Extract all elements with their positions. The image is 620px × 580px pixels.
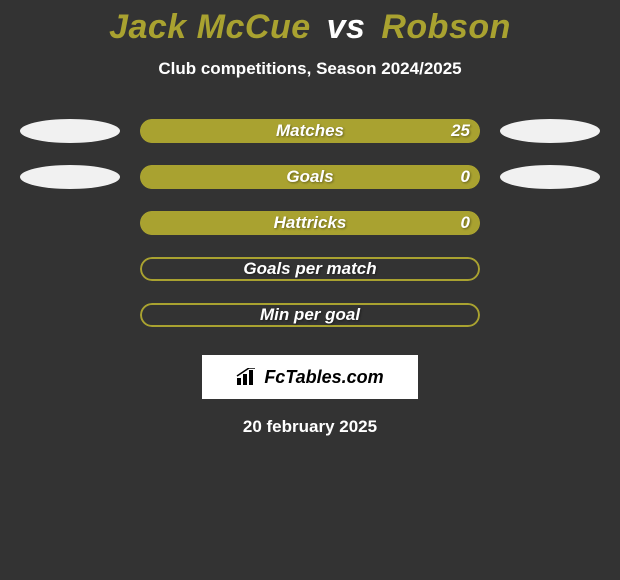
- stat-row: Min per goal: [0, 303, 620, 327]
- stat-bar: Goals0: [140, 165, 480, 189]
- stat-label: Goals per match: [140, 259, 480, 279]
- subtitle: Club competitions, Season 2024/2025: [0, 59, 620, 79]
- stat-row: Matches25: [0, 119, 620, 143]
- logo: FcTables.com: [236, 367, 383, 388]
- page-title: Jack McCue vs Robson: [0, 0, 620, 47]
- stat-label: Hattricks: [140, 213, 480, 233]
- title-player2: Robson: [381, 8, 511, 46]
- bar-chart-icon: [236, 368, 258, 386]
- right-value-ellipse: [500, 165, 600, 189]
- stat-value-right: 25: [451, 121, 470, 141]
- stat-value-right: 0: [461, 213, 470, 233]
- stat-row: Goals0: [0, 165, 620, 189]
- stats-rows: Matches25Goals0Hattricks0Goals per match…: [0, 119, 620, 327]
- stat-label: Goals: [140, 167, 480, 187]
- stat-label: Min per goal: [140, 305, 480, 325]
- stat-bar: Matches25: [140, 119, 480, 143]
- stat-bar: Hattricks0: [140, 211, 480, 235]
- stat-label: Matches: [140, 121, 480, 141]
- stat-bar: Min per goal: [140, 303, 480, 327]
- stat-value-right: 0: [461, 167, 470, 187]
- left-value-ellipse: [20, 119, 120, 143]
- stats-infographic: Jack McCue vs Robson Club competitions, …: [0, 0, 620, 580]
- right-value-ellipse: [500, 119, 600, 143]
- stat-row: Goals per match: [0, 257, 620, 281]
- title-vs: vs: [327, 8, 366, 46]
- stat-bar: Goals per match: [140, 257, 480, 281]
- logo-box: FcTables.com: [202, 355, 418, 399]
- stat-row: Hattricks0: [0, 211, 620, 235]
- date-text: 20 february 2025: [0, 417, 620, 437]
- left-value-ellipse: [20, 165, 120, 189]
- logo-text: FcTables.com: [264, 367, 383, 388]
- title-player1: Jack McCue: [109, 8, 311, 46]
